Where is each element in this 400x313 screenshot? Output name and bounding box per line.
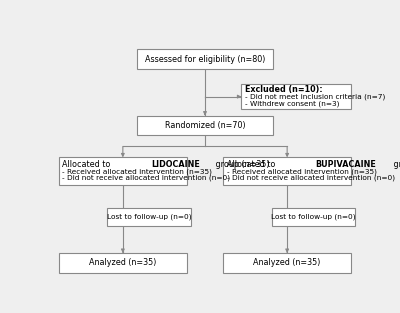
FancyBboxPatch shape [272,208,355,226]
Text: Analyzed (n=35): Analyzed (n=35) [254,259,321,267]
FancyBboxPatch shape [58,157,187,185]
FancyBboxPatch shape [223,157,352,185]
Text: Lost to follow-up (n=0): Lost to follow-up (n=0) [107,214,192,220]
Text: - Received allocated intervention (n=35): - Received allocated intervention (n=35) [226,168,376,175]
Text: Assessed for eligibility (n=80): Assessed for eligibility (n=80) [145,55,265,64]
FancyBboxPatch shape [137,115,273,136]
FancyBboxPatch shape [107,208,191,226]
Text: - Did not receive allocated intervention (n=0): - Did not receive allocated intervention… [226,175,395,181]
Text: - Did not receive allocated intervention (n=0): - Did not receive allocated intervention… [62,175,230,181]
Text: LIDOCAINE: LIDOCAINE [151,160,200,169]
Text: Analyzed (n=35): Analyzed (n=35) [89,259,156,267]
FancyBboxPatch shape [242,84,352,109]
Text: Excluded (n=10):: Excluded (n=10): [245,85,323,94]
Text: BUPIVACAINE: BUPIVACAINE [315,160,376,169]
Text: Lost to follow-up (n=0): Lost to follow-up (n=0) [271,214,356,220]
Text: group (n=35): group (n=35) [212,160,269,169]
Text: Allocated to: Allocated to [226,160,278,169]
FancyBboxPatch shape [137,49,273,69]
Text: - Withdrew consent (n=3): - Withdrew consent (n=3) [245,100,340,107]
FancyBboxPatch shape [223,253,352,273]
Text: - Received allocated intervention (n=35): - Received allocated intervention (n=35) [62,168,212,175]
Text: Randomized (n=70): Randomized (n=70) [165,121,245,130]
FancyBboxPatch shape [58,253,187,273]
Text: Allocated to: Allocated to [62,160,113,169]
Text: group (n=35): group (n=35) [390,160,400,169]
Text: - Did not meet inclusion criteria (n=7): - Did not meet inclusion criteria (n=7) [245,93,386,100]
